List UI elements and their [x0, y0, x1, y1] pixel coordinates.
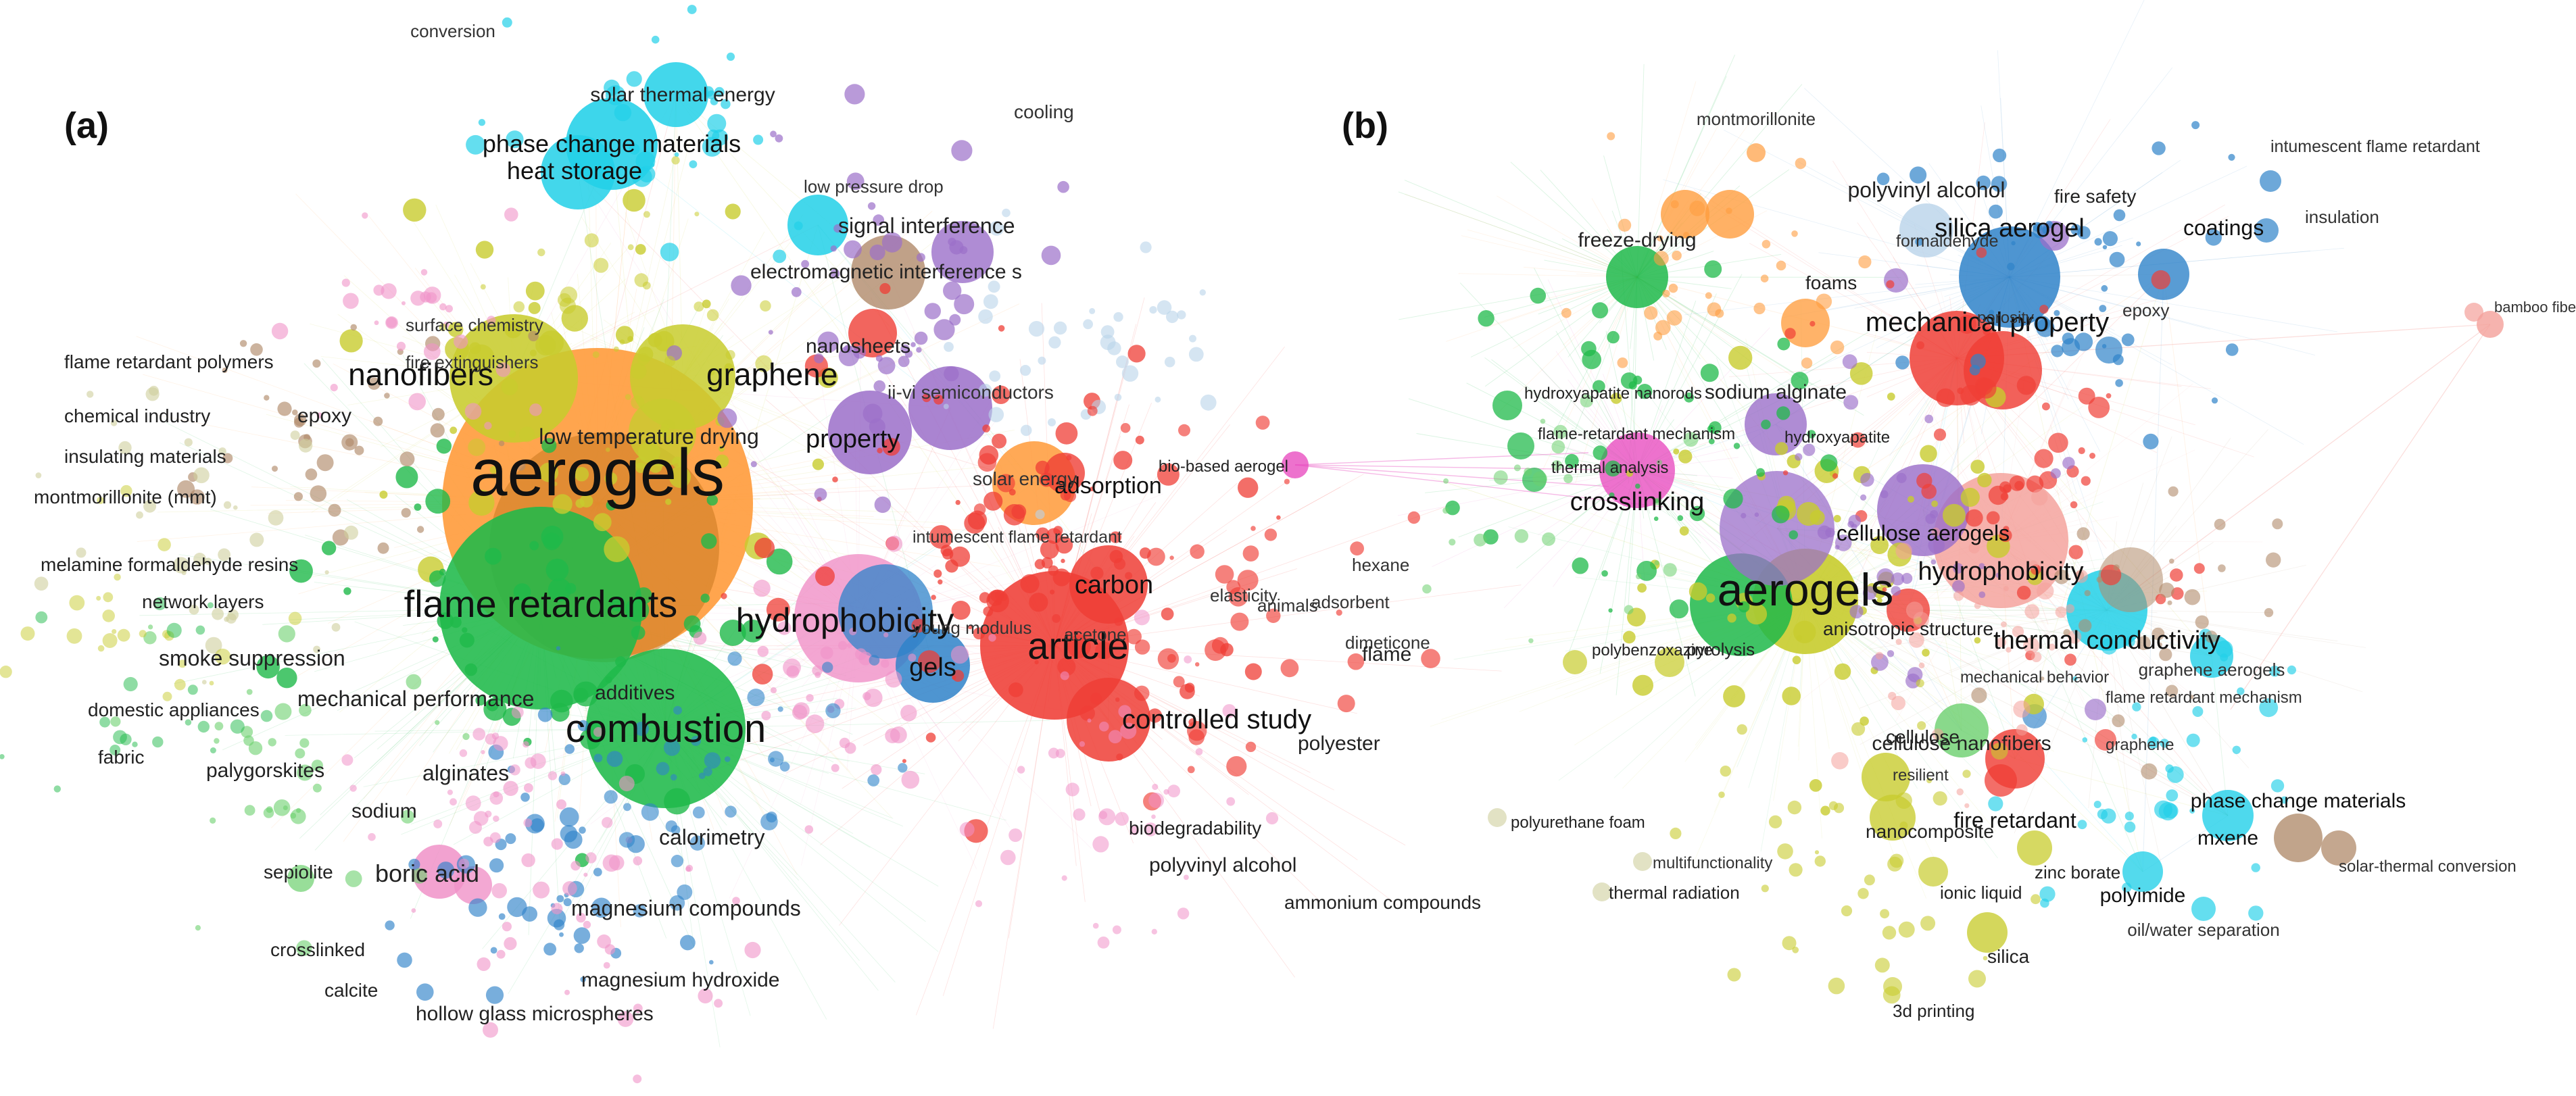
svg-text:biodegradability: biodegradability — [1129, 818, 1261, 839]
svg-text:graphene: graphene — [706, 357, 837, 392]
svg-text:solar-thermal conversion: solar-thermal conversion — [2339, 857, 2517, 876]
svg-text:intumescent flame retardant: intumescent flame retardant — [913, 528, 1122, 547]
svg-text:polyurethane foam: polyurethane foam — [1511, 814, 1645, 832]
svg-text:oil/water separation: oil/water separation — [2127, 920, 2279, 940]
svg-text:acetone: acetone — [1064, 624, 1127, 645]
svg-text:polyvinyl alcohol: polyvinyl alcohol — [1847, 178, 2005, 202]
svg-text:phase change materials: phase change materials — [483, 130, 741, 157]
svg-text:polyester: polyester — [1298, 732, 1380, 755]
svg-text:polyvinyl alcohol: polyvinyl alcohol — [1149, 854, 1296, 876]
svg-text:mechanical performance: mechanical performance — [297, 687, 534, 711]
svg-text:hexane: hexane — [1352, 555, 1409, 575]
svg-text:cellulose aerogels: cellulose aerogels — [1837, 521, 2010, 545]
svg-text:fire safety: fire safety — [2054, 186, 2136, 207]
svg-text:controlled study: controlled study — [1122, 705, 1311, 734]
svg-text:flame-retardant mechanism: flame-retardant mechanism — [1538, 425, 1735, 443]
svg-text:epoxy: epoxy — [2122, 300, 2169, 320]
svg-text:sodium alginate: sodium alginate — [1705, 381, 1847, 403]
svg-text:calorimetry: calorimetry — [659, 825, 764, 849]
svg-text:gels: gels — [909, 653, 956, 682]
svg-text:electromagnetic interference s: electromagnetic interference s — [750, 261, 1022, 283]
svg-text:cooling: cooling — [1014, 101, 1074, 122]
svg-text:insulating materials: insulating materials — [64, 446, 226, 467]
svg-text:conversion: conversion — [410, 21, 495, 41]
svg-text:thermal conductivity: thermal conductivity — [1993, 626, 2220, 655]
svg-text:freeze-drying: freeze-drying — [1578, 229, 1696, 251]
svg-text:animals: animals — [1257, 595, 1318, 616]
svg-text:hollow glass microspheres: hollow glass microspheres — [416, 1003, 654, 1025]
svg-text:polyimide: polyimide — [2100, 885, 2186, 907]
svg-text:crosslinking: crosslinking — [1570, 488, 1705, 516]
svg-text:crosslinked: crosslinked — [270, 939, 365, 960]
svg-text:montmorillonite: montmorillonite — [1697, 109, 1816, 129]
svg-text:bamboo fiber: bamboo fiber — [2494, 299, 2576, 316]
svg-text:graphene: graphene — [2106, 736, 2174, 754]
svg-text:carbon: carbon — [1075, 571, 1153, 599]
svg-text:coatings: coatings — [2183, 216, 2264, 240]
svg-text:resilient: resilient — [1893, 766, 1949, 784]
svg-text:intumescent flame retardant: intumescent flame retardant — [2270, 137, 2480, 156]
svg-text:combustion: combustion — [566, 707, 767, 751]
svg-text:mxene: mxene — [2197, 827, 2258, 849]
svg-text:property: property — [806, 425, 900, 453]
svg-text:boric acid: boric acid — [375, 860, 479, 887]
svg-text:sodium: sodium — [351, 800, 417, 822]
svg-text:alginates: alginates — [422, 761, 509, 785]
svg-text:ii-vi semiconductors: ii-vi semiconductors — [888, 382, 1054, 403]
svg-text:domestic appliances: domestic appliances — [88, 699, 260, 720]
svg-text:flame retardant polymers: flame retardant polymers — [64, 351, 274, 372]
svg-text:hydrophobicity: hydrophobicity — [1918, 557, 2083, 586]
svg-text:fire extinguishers: fire extinguishers — [406, 352, 539, 372]
svg-text:hydroxyapatite: hydroxyapatite — [1784, 428, 1890, 447]
svg-text:porosity: porosity — [1977, 309, 2034, 327]
svg-text:nanocomposite: nanocomposite — [1866, 821, 1994, 842]
svg-text:flame retardants: flame retardants — [404, 582, 678, 625]
svg-text:pyrolysis: pyrolysis — [1686, 639, 1755, 659]
svg-text:anisotropic structure: anisotropic structure — [1823, 618, 1993, 639]
svg-text:low pressure drop: low pressure drop — [804, 176, 944, 197]
svg-text:nanosheets: nanosheets — [806, 335, 910, 357]
svg-text:multifunctionality: multifunctionality — [1653, 854, 1772, 872]
svg-text:heat storage: heat storage — [507, 157, 642, 184]
svg-text:network layers: network layers — [142, 591, 264, 612]
svg-text:graphene aerogels: graphene aerogels — [2139, 659, 2285, 680]
svg-text:ionic liquid: ionic liquid — [1940, 882, 2022, 903]
svg-text:solar energy: solar energy — [973, 468, 1077, 489]
svg-text:smoke suppression: smoke suppression — [159, 646, 345, 670]
svg-text:epoxy: epoxy — [297, 405, 351, 427]
svg-text:low temperature drying: low temperature drying — [539, 424, 758, 449]
svg-text:signal interference: signal interference — [838, 214, 1015, 238]
svg-text:ammonium compounds: ammonium compounds — [1284, 892, 1481, 913]
svg-text:formaldehyde: formaldehyde — [1896, 232, 1998, 251]
svg-text:fabric: fabric — [98, 747, 144, 768]
svg-text:calcite: calcite — [324, 980, 378, 1001]
svg-text:young modulus: young modulus — [913, 618, 1031, 638]
svg-text:additives: additives — [595, 682, 675, 704]
svg-text:mechanical behavior: mechanical behavior — [1960, 668, 2109, 687]
svg-text:chemical industry: chemical industry — [64, 405, 210, 426]
svg-text:aerogels: aerogels — [1718, 564, 1894, 616]
svg-text:bio-based aerogel: bio-based aerogel — [1159, 457, 1288, 476]
svg-text:hydroxyapatite nanorods: hydroxyapatite nanorods — [1524, 384, 1702, 403]
svg-text:adsorbent: adsorbent — [1311, 592, 1390, 612]
svg-text:foams: foams — [1805, 272, 1857, 293]
svg-text:surface chemistry: surface chemistry — [406, 315, 543, 335]
svg-text:palygorskites: palygorskites — [206, 759, 324, 782]
svg-text:zinc borate: zinc borate — [2035, 862, 2120, 882]
svg-text:3d printing: 3d printing — [1893, 1001, 1974, 1021]
svg-text:solar thermal energy: solar thermal energy — [590, 84, 775, 106]
svg-text:cellulose: cellulose — [1886, 726, 1960, 747]
svg-text:magnesium compounds: magnesium compounds — [571, 896, 801, 920]
svg-text:silica: silica — [1987, 946, 2030, 967]
svg-text:sepiolite: sepiolite — [264, 862, 333, 882]
svg-text:flame retardant mechanism: flame retardant mechanism — [2106, 689, 2302, 707]
svg-text:montmorillonite (mmt): montmorillonite (mmt) — [34, 487, 217, 507]
svg-text:melamine formaldehyde resins: melamine formaldehyde resins — [41, 554, 298, 575]
svg-text:thermal radiation: thermal radiation — [1609, 882, 1740, 903]
svg-text:insulation: insulation — [2305, 207, 2379, 227]
svg-text:phase change materials: phase change materials — [2191, 790, 2406, 812]
svg-text:thermal analysis: thermal analysis — [1551, 459, 1668, 477]
svg-text:magnesium hydroxide: magnesium hydroxide — [581, 969, 779, 991]
svg-text:flame: flame — [1362, 643, 1411, 666]
